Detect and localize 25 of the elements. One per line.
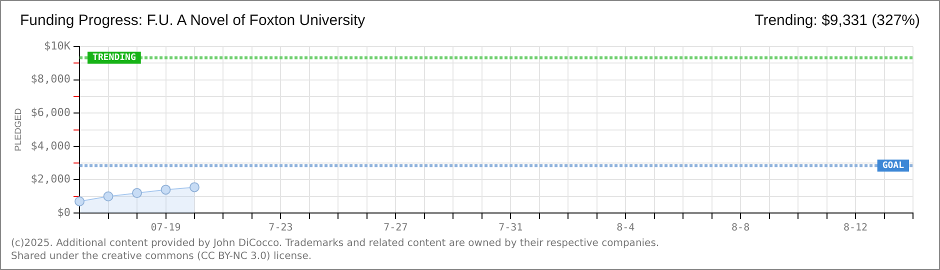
x-tick-label: 8-8 bbox=[732, 222, 750, 234]
text: (c)2025. Additional content provided by John DiCocco. Trademarks and related content are owned by their respective companies. bbox=[11, 237, 660, 250]
y-tick-label: $10K bbox=[44, 39, 71, 52]
y-tick-label: $0 bbox=[57, 206, 71, 219]
x-tick-label: 7-31 bbox=[498, 222, 523, 234]
y-tick-label: $8,000 bbox=[30, 72, 71, 86]
ref-line-label: GOAL bbox=[882, 160, 905, 171]
x-tick-label: 8-12 bbox=[843, 222, 868, 234]
x-tick-label: 7-27 bbox=[384, 222, 408, 234]
x-tick-label: 8-4 bbox=[616, 222, 635, 234]
text: Shared under the creative commons (CC BY-NC 3.0) license. bbox=[11, 250, 313, 263]
y-tick-label: $6,000 bbox=[30, 106, 71, 120]
point bbox=[74, 196, 85, 206]
x-tick-label: 7-23 bbox=[268, 222, 293, 234]
point bbox=[189, 182, 200, 192]
point bbox=[160, 184, 171, 195]
x-tick-label: 07-19 bbox=[150, 222, 181, 234]
point bbox=[132, 188, 142, 198]
text: Trending: $9,331 (327%) bbox=[754, 12, 920, 29]
y-axis-title: PLEDGED bbox=[12, 108, 23, 152]
y-tick-label: $2,000 bbox=[30, 172, 71, 186]
point bbox=[103, 191, 114, 202]
y-tick-label: $4,000 bbox=[30, 139, 71, 152]
chart-title: Funding Progress: F.U. A Novel of Foxton University bbox=[20, 12, 366, 29]
ref-line-label: TRENDING bbox=[92, 53, 136, 64]
